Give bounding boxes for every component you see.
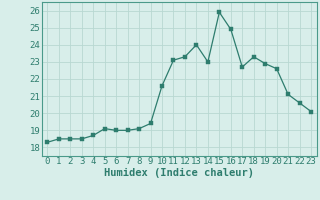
X-axis label: Humidex (Indice chaleur): Humidex (Indice chaleur)	[104, 168, 254, 178]
